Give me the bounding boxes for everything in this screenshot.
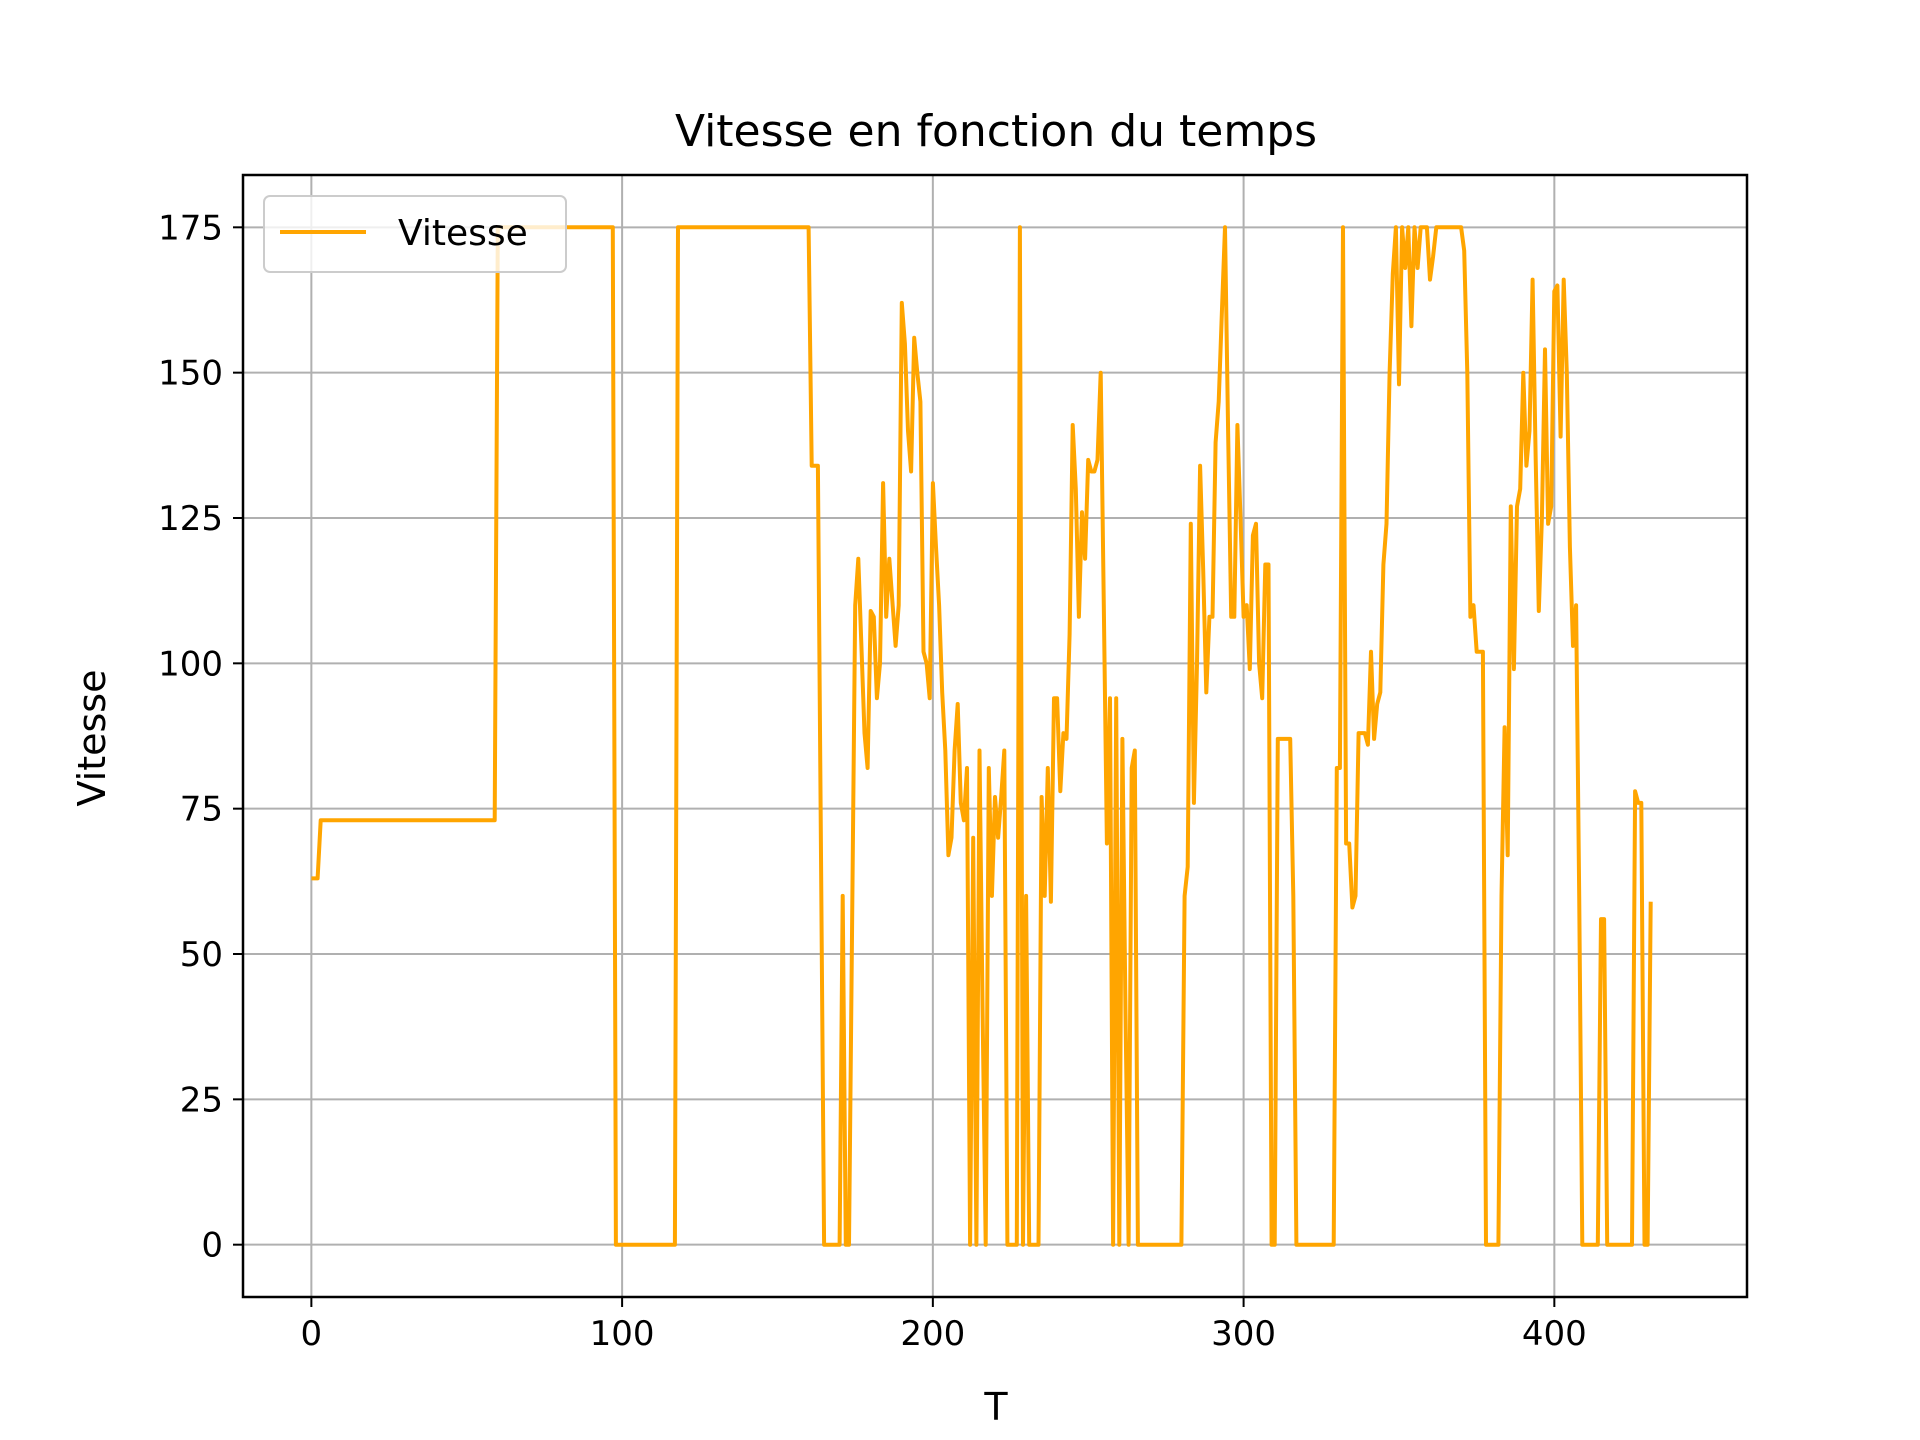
x-tick-label: 400 [1522, 1314, 1587, 1354]
x-tick-label: 300 [1211, 1314, 1276, 1354]
x-tick-label: 100 [590, 1314, 655, 1354]
y-tick-label: 100 [158, 644, 223, 684]
x-axis: 0 100 200 300 400 [301, 1297, 1587, 1354]
series-layer [311, 225, 1653, 1247]
y-tick-label: 125 [158, 499, 223, 539]
legend-box [263, 195, 567, 273]
y-tick-label: 75 [180, 790, 223, 830]
grid [243, 175, 1747, 1297]
x-tick-label: 0 [301, 1314, 323, 1354]
y-tick-label: 175 [158, 208, 223, 248]
x-tick-label: 200 [900, 1314, 965, 1354]
y-tick-label: 25 [180, 1080, 223, 1120]
y-tick-label: 50 [180, 935, 223, 975]
y-axis: 0 25 50 75 100 125 150 175 [158, 208, 243, 1266]
legend: Vitesse [263, 195, 567, 273]
legend-label: Vitesse [398, 213, 528, 254]
x-axis-label: T [983, 1385, 1008, 1429]
series-line-vitesse [311, 225, 1653, 1247]
y-tick-label: 0 [201, 1226, 223, 1266]
y-tick-label: 150 [158, 354, 223, 394]
plot-frame [241, 173, 1749, 1299]
chart-title: Vitesse en fonction du temps [675, 106, 1317, 157]
y-axis-label: Vitesse [70, 670, 114, 807]
